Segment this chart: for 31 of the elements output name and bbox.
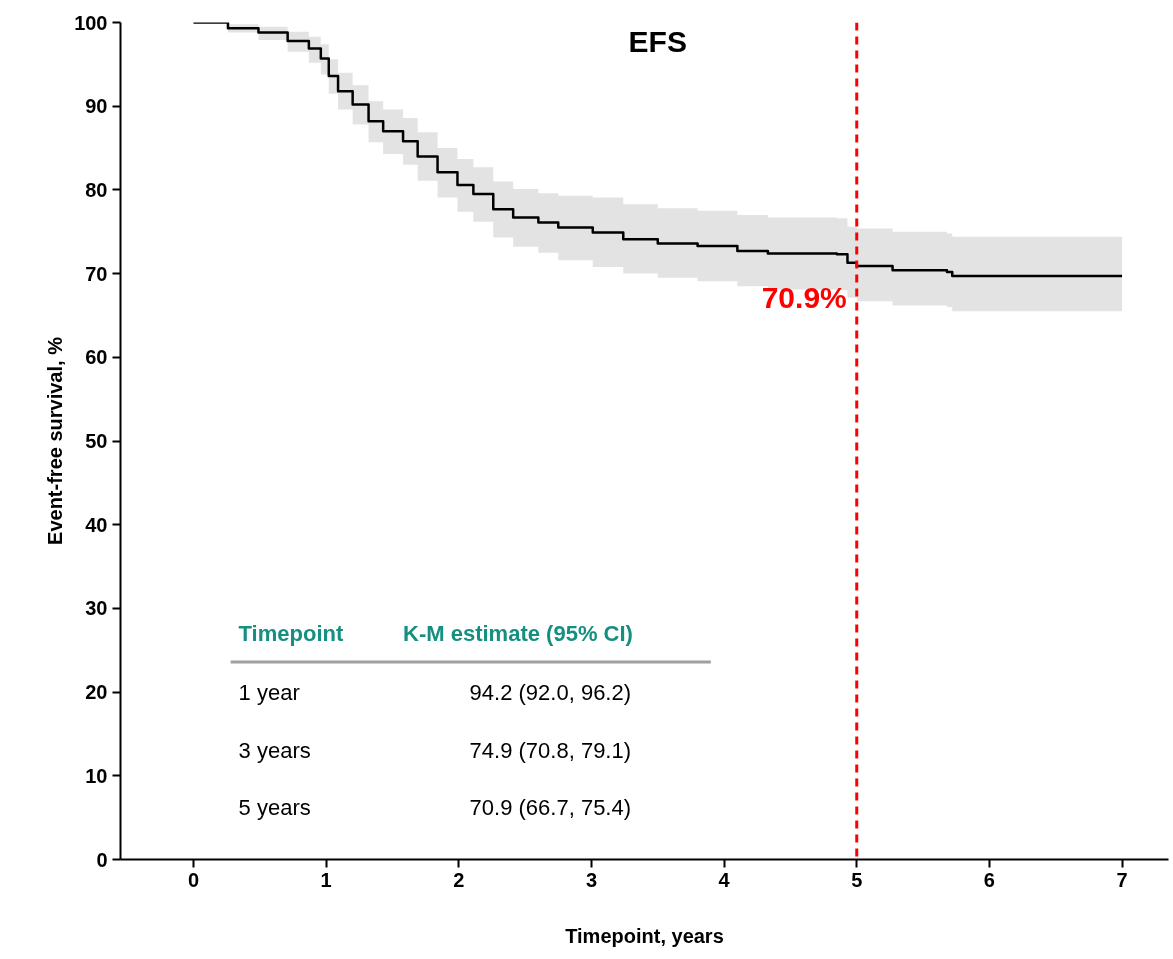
y-tick-label: 0	[96, 848, 108, 871]
annotation: K-M estimate (95% CI)	[403, 621, 633, 647]
annotation: 3 years	[238, 738, 311, 764]
y-tick-label: 80	[85, 178, 108, 201]
y-tick-label: 50	[85, 430, 108, 452]
y-tick-label: 20	[85, 681, 108, 704]
y-tick-label: 90	[85, 95, 108, 118]
annotation: 5 years	[238, 795, 311, 821]
x-tick-label: 1	[320, 868, 332, 891]
x-tick-label: 4	[718, 868, 731, 891]
y-axis-title: Event-free survival, %	[44, 336, 67, 545]
chart-title: EFS	[628, 24, 687, 58]
x-tick-label: 3	[585, 868, 597, 891]
annotation: 70.9%	[761, 281, 847, 315]
annotation: 74.9 (70.8, 79.1)	[469, 738, 632, 764]
x-tick-label: 2	[453, 868, 465, 891]
x-tick-label: 0	[187, 868, 200, 891]
y-tick-label: 100	[74, 11, 108, 34]
x-tick-label: 5	[851, 868, 863, 891]
y-tick-label: 40	[85, 513, 108, 536]
y-tick-label: 60	[85, 346, 108, 369]
annotation: 70.9 (66.7, 75.4)	[469, 795, 632, 821]
annotation: 94.2 (92.0, 96.2)	[469, 679, 632, 705]
annotation: 1 year	[238, 679, 300, 705]
annotation: Timepoint	[238, 621, 344, 647]
y-tick-label: 30	[85, 597, 108, 620]
x-axis-title: Timepoint, years	[565, 924, 724, 947]
y-tick-label: 70	[85, 262, 108, 285]
y-tick-label: 10	[85, 764, 108, 787]
x-tick-label: 7	[1116, 868, 1128, 891]
x-tick-label: 6	[983, 868, 995, 891]
